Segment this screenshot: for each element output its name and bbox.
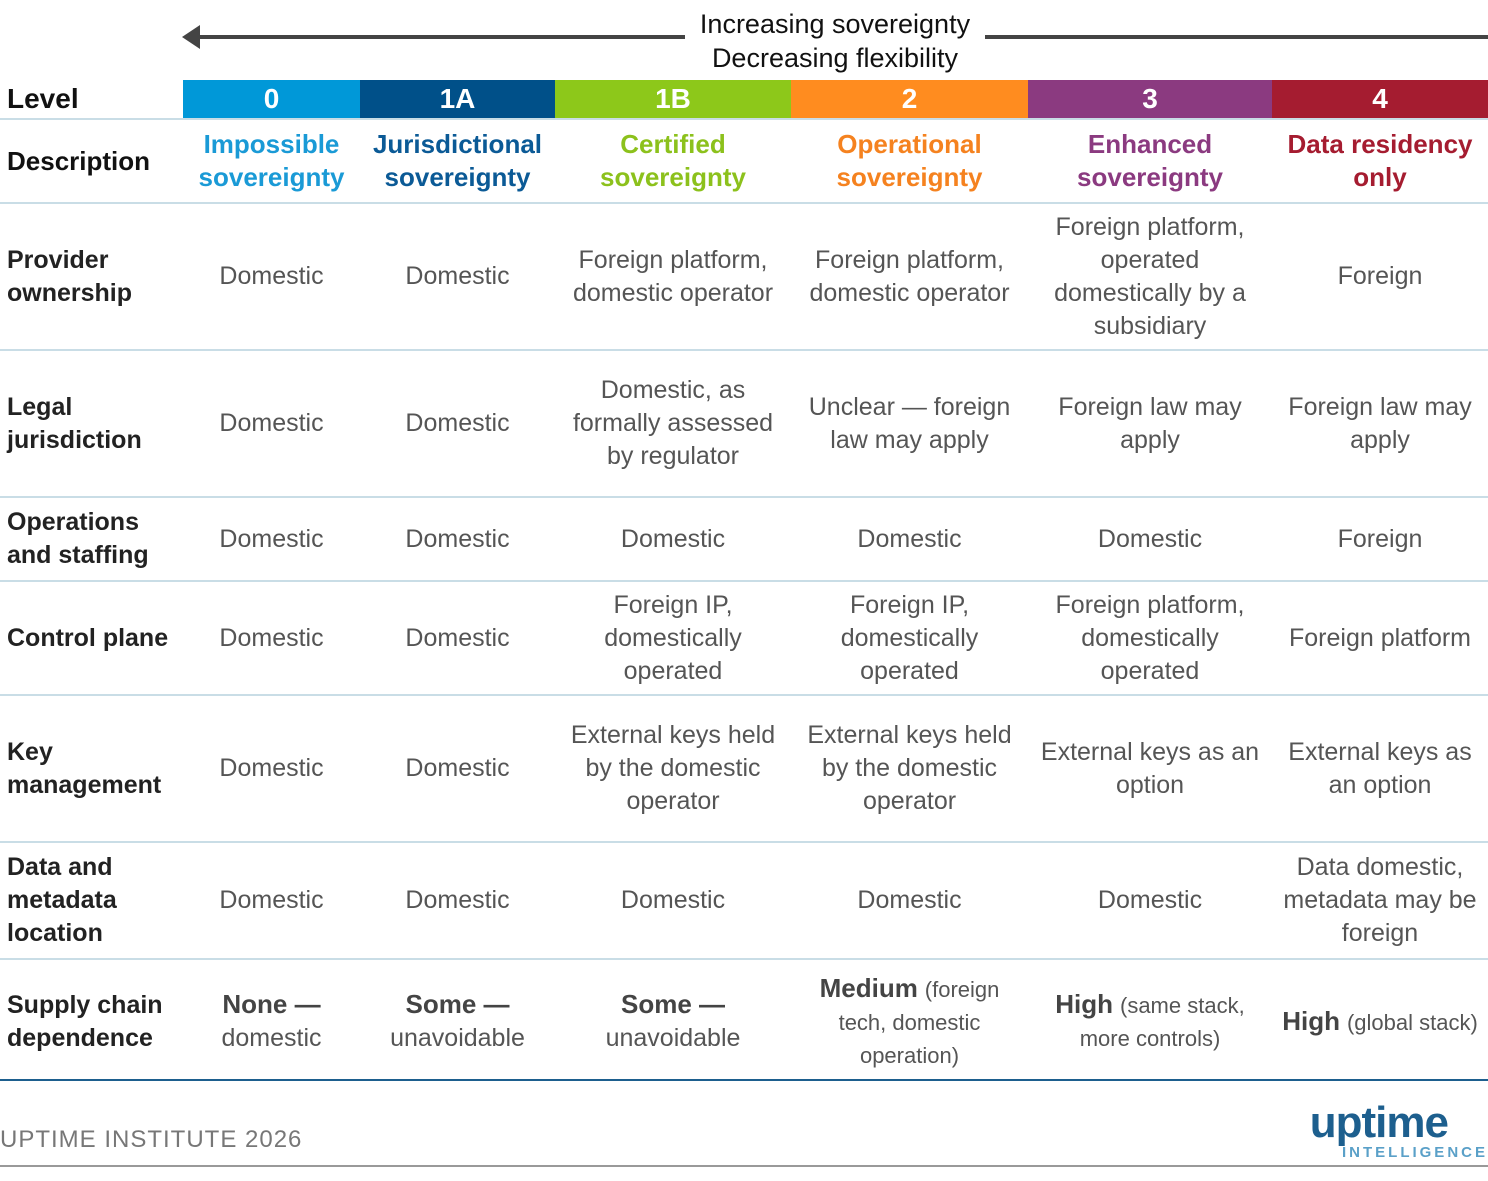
table-cell: Domestic [1028, 841, 1272, 959]
table-cell: High (same stack, more controls) [1028, 958, 1272, 1083]
table-cell: Data domestic, metadata may be foreign [1272, 841, 1488, 959]
table-cell: High (global stack) [1272, 958, 1488, 1083]
level-row: Level 0 1A 1B 2 3 4 [0, 80, 1488, 119]
table-row: Operations and staffing Domestic Domestic D… [0, 496, 1488, 581]
table-cell: Domestic [791, 496, 1028, 581]
description-cell: Certified sovereignty [555, 118, 791, 203]
table-cell: Some — unavoidable [555, 958, 791, 1083]
table-cell: Foreign [1272, 496, 1488, 581]
table-row: Data and metadata location Domestic Domest… [0, 841, 1488, 959]
table-cell: Foreign platform [1272, 580, 1488, 695]
arrow-header: Increasing sovereignty Decreasing flexib… [182, 9, 1488, 73]
cell-bold: High [1282, 1005, 1340, 1036]
table-row: Key management Domestic Domestic External k… [0, 694, 1488, 842]
description-cell: Data residency only [1272, 118, 1488, 203]
description-row: Description Impossible sovereignty Jurisdi… [0, 118, 1488, 203]
table-cell: External keys held by the domestic opera… [555, 694, 791, 842]
cell-text: domestic [221, 1024, 322, 1052]
logo-sub: INTELLIGENCE [1341, 1144, 1488, 1161]
row-label: Provider ownership [0, 202, 183, 350]
row-label: Data and metadata location [0, 841, 183, 959]
table-cell: Foreign platform, domestic operator [791, 202, 1028, 350]
table-cell: External keys as an option [1028, 694, 1272, 842]
table-cell: Domestic [791, 841, 1028, 959]
table-cell: Medium (foreign tech, domestic operation… [791, 958, 1028, 1083]
cell-bold: Some — [405, 989, 510, 1019]
header-line: Decreasing flexibility [712, 43, 959, 73]
row-label: Supply chain dependence [0, 958, 183, 1083]
table-row: Supply chain dependence None — domestic So… [0, 958, 1488, 1083]
table-cell: Unclear — foreign law may apply [791, 349, 1028, 497]
level-cell: 2 [791, 80, 1028, 119]
footer-rule [0, 1165, 1488, 1167]
row-label: Control plane [0, 580, 183, 695]
logo: uptime [1309, 1098, 1449, 1147]
row-label: Key management [0, 694, 183, 842]
row-label: Level [7, 83, 79, 114]
cell-text: (foreign tech, domestic operation) [838, 976, 1000, 1068]
source: UPTIME INSTITUTE 2026 [0, 1126, 303, 1153]
row-label: Description [0, 118, 183, 203]
description-cell: Enhanced sovereignty [1028, 118, 1272, 203]
table-cell: Domestic [183, 841, 360, 959]
cell-text: (global stack) [1346, 1009, 1478, 1035]
table-cell: Domestic [360, 841, 555, 959]
level-cell: 1A [360, 80, 555, 119]
table-cell: Domestic [183, 496, 360, 581]
description-cell: Operational sovereignty [791, 118, 1028, 203]
table-cell: Foreign [1272, 202, 1488, 350]
cell-bold: Some — [620, 989, 726, 1019]
table-cell: Domestic [183, 580, 360, 695]
table-cell: External keys as an option [1272, 694, 1488, 842]
table-cell: Foreign platform, domestic operator [555, 202, 791, 350]
table-cell: Domestic [555, 496, 791, 581]
cell-bold: High [1055, 989, 1114, 1019]
cell-bold: None — [222, 989, 321, 1019]
level-cell: 4 [1272, 80, 1488, 119]
table-cell: Domestic [360, 694, 555, 842]
cell-text: unavoidable [605, 1024, 741, 1052]
table-cell: Foreign law may apply [1028, 349, 1272, 497]
level-cell: 0 [183, 80, 360, 119]
description-cell: Jurisdictional sovereignty [360, 118, 555, 203]
row-label: Operations and staffing [0, 496, 183, 581]
table-cell: Foreign IP, domestically operated [555, 580, 791, 695]
sovereignty-table: Level 0 1A 1B 2 3 4 Description Impossible sover… [0, 80, 1488, 1083]
cell-text: (same stack, more controls) [1079, 993, 1245, 1051]
table-cell: Foreign IP, domestically operated [791, 580, 1028, 695]
table-cell: Foreign platform, operated domestically … [1028, 202, 1272, 350]
table-cell: Domestic [360, 580, 555, 695]
table-cell: Domestic [555, 841, 791, 959]
arrow-head [182, 25, 200, 49]
cell-text: unavoidable [390, 1024, 525, 1052]
table-cell: Domestic [360, 349, 555, 497]
table-row: Legal jurisdiction Domestic Domestic Domest… [0, 349, 1488, 497]
row-label: Legal jurisdiction [0, 349, 183, 497]
table-cell: Domestic [360, 496, 555, 581]
cell-bold: Medium [819, 972, 918, 1003]
table-cell: Foreign law may apply [1272, 349, 1488, 497]
table-bottom-rule [0, 1079, 1488, 1081]
table-cell: External keys held by the domestic opera… [791, 694, 1028, 842]
level-cell: 1B [555, 80, 791, 119]
table-cell: Some — unavoidable [360, 958, 555, 1083]
table-cell: Domestic [1028, 496, 1272, 581]
table-cell: Domestic [183, 694, 360, 842]
header-line: Increasing sovereignty [700, 9, 971, 39]
table-cell: Domestic, as formally assessed by regula… [555, 349, 791, 497]
description-cell: Impossible sovereignty [183, 118, 360, 203]
table-cell: Domestic [183, 349, 360, 497]
table-cell: None — domestic [183, 958, 360, 1083]
table-cell: Foreign platform, domestically operated [1028, 580, 1272, 695]
table-cell: Domestic [360, 202, 555, 350]
table-row: Control plane Domestic Domestic Foreign IP,… [0, 580, 1488, 695]
table-cell: Domestic [183, 202, 360, 350]
table-row: Provider ownership Domestic Domestic Foreig… [0, 202, 1488, 350]
level-cell: 3 [1028, 80, 1272, 119]
